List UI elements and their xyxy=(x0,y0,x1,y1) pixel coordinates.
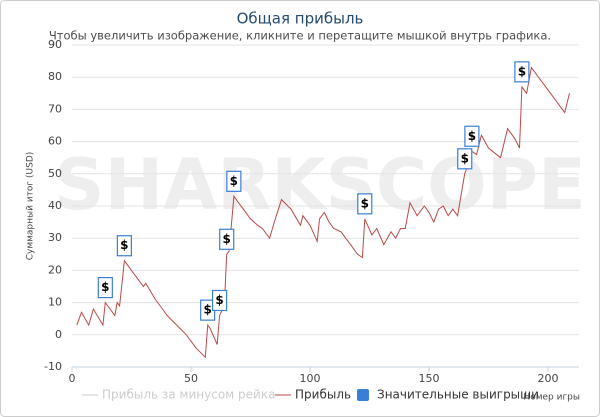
legend-swatch xyxy=(357,389,369,401)
flag-label: $ xyxy=(215,293,223,307)
y-tick-label: 20 xyxy=(48,263,62,276)
chart-title: Общая прибыль xyxy=(237,10,364,28)
x-tick-label: 200 xyxy=(538,372,559,385)
flag-label: $ xyxy=(223,232,231,246)
x-tick-label: 100 xyxy=(300,372,321,385)
flag xyxy=(97,277,113,299)
line xyxy=(76,66,570,359)
flag xyxy=(211,289,228,312)
x-tick-label: 150 xyxy=(419,372,440,385)
legend-label: Значительные выигрыши xyxy=(377,388,539,402)
flag-label: $ xyxy=(230,174,238,188)
flag-label: $ xyxy=(461,151,469,165)
x-tick-label: 0 xyxy=(69,372,76,385)
y-tick-label: 60 xyxy=(48,135,62,148)
y-tick-label: 50 xyxy=(48,167,62,180)
flag-label: $ xyxy=(101,280,109,294)
flag xyxy=(457,148,473,170)
flag-label: $ xyxy=(120,238,128,252)
y-tick-label: 40 xyxy=(48,199,62,212)
y-tick-label: 10 xyxy=(48,296,62,309)
flag-label: $ xyxy=(518,64,526,78)
flag xyxy=(226,170,242,192)
y-tick-label: -10 xyxy=(44,360,62,373)
flag xyxy=(357,193,373,215)
y-tick-label: 80 xyxy=(48,70,62,83)
chart-subtitle: Чтобы увеличить изображение, кликните и … xyxy=(49,29,551,43)
flag-label: $ xyxy=(361,196,369,210)
flag xyxy=(464,125,480,147)
flag xyxy=(116,235,132,257)
flag xyxy=(514,61,530,83)
y-tick-label: 0 xyxy=(55,328,62,341)
y-tick-label: 70 xyxy=(48,102,62,115)
x-axis-label: Номер игры xyxy=(523,393,580,403)
y-tick-label: 30 xyxy=(48,231,62,244)
watermark: SHARKSCOPE xyxy=(54,144,586,226)
y-axis-label: Суммарный итог (USD) xyxy=(26,152,36,261)
legend-label: Прибыль за минусом рейка xyxy=(102,388,275,402)
y-tick-label: 90 xyxy=(48,38,62,51)
flag-label: $ xyxy=(468,129,476,143)
flag-label: $ xyxy=(203,303,211,317)
flag xyxy=(219,228,235,250)
x-tick-label: 50 xyxy=(184,372,198,385)
legend-label: Прибыль xyxy=(295,388,351,402)
